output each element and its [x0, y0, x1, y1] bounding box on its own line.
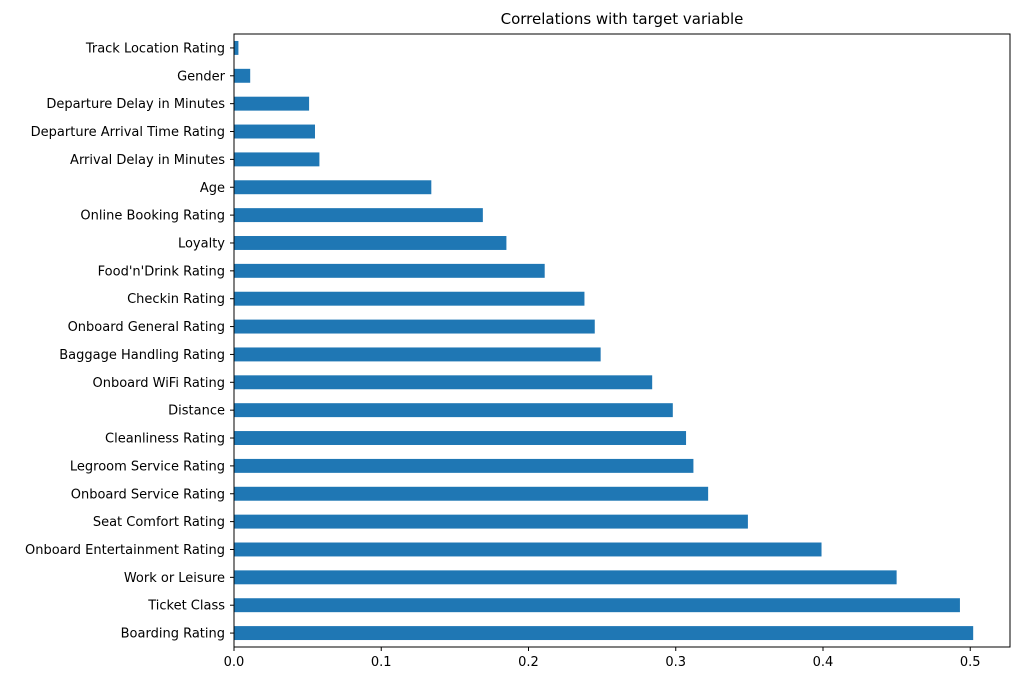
y-tick-label: Onboard General Rating — [68, 320, 225, 335]
bar-11 — [234, 347, 601, 362]
x-tick-label: 0.0 — [224, 655, 245, 670]
y-tick-label: Checkin Rating — [127, 292, 225, 307]
bar-21 — [234, 626, 974, 641]
bar-19 — [234, 570, 897, 585]
y-tick-label: Departure Arrival Time Rating — [31, 125, 225, 140]
y-tick-labels: Track Location Rating Gender Departure Del… — [25, 41, 234, 642]
y-tick-label: Onboard Entertainment Rating — [25, 543, 225, 558]
y-tick-label: Food'n'Drink Rating — [98, 264, 225, 279]
bar-13 — [234, 403, 673, 418]
y-tick-label: Onboard Service Rating — [71, 487, 225, 502]
y-tick-label: Arrival Delay in Minutes — [70, 153, 225, 168]
bar-6 — [234, 208, 483, 223]
axes-frame — [233, 33, 1011, 648]
x-tick-label: 0.3 — [665, 655, 686, 670]
bar-16 — [234, 486, 709, 501]
bar-1 — [234, 68, 251, 83]
y-tick-label: Work or Leisure — [124, 571, 225, 586]
x-tick-label: 0.4 — [813, 655, 834, 670]
plot-frame — [233, 33, 1011, 648]
y-tick-label: Legroom Service Rating — [70, 459, 225, 474]
bar-5 — [234, 180, 432, 195]
y-tick-label: Onboard WiFi Rating — [92, 376, 225, 391]
y-tick-label: Track Location Rating — [85, 41, 225, 56]
y-tick-label: Ticket Class — [147, 599, 225, 614]
bar-12 — [234, 375, 653, 390]
bar-7 — [234, 236, 507, 250]
x-tick-label: 0.2 — [518, 655, 539, 670]
y-tick-label: Gender — [177, 69, 226, 84]
y-tick-label: Seat Comfort Rating — [93, 515, 225, 530]
bar-14 — [234, 431, 687, 445]
x-tick-label: 0.1 — [371, 655, 392, 670]
y-tick-label: Cleanliness Rating — [105, 432, 225, 447]
bars-group — [234, 40, 974, 641]
y-tick-label: Online Booking Rating — [80, 209, 225, 224]
y-tick-label: Age — [200, 181, 225, 196]
bar-4 — [234, 152, 320, 167]
bar-17 — [234, 514, 748, 529]
bar-2 — [234, 96, 310, 111]
bar-15 — [234, 458, 694, 473]
y-tick-label: Boarding Rating — [121, 627, 225, 642]
bar-8 — [234, 263, 545, 278]
bar-10 — [234, 319, 595, 334]
x-tick-label: 0.5 — [960, 655, 981, 670]
y-tick-label: Departure Delay in Minutes — [46, 97, 225, 112]
bar-20 — [234, 598, 960, 613]
bar-9 — [234, 291, 585, 306]
bar-0 — [234, 40, 239, 55]
y-tick-label: Distance — [168, 404, 225, 419]
y-tick-label: Baggage Handling Rating — [59, 348, 225, 363]
bar-18 — [234, 542, 822, 557]
y-tick-label: Loyalty — [178, 236, 225, 251]
x-tick-labels: 0.0 0.1 0.2 0.3 0.4 0.5 — [224, 647, 981, 670]
chart-title: Correlations with target variable — [501, 10, 744, 28]
bar-3 — [234, 124, 315, 139]
